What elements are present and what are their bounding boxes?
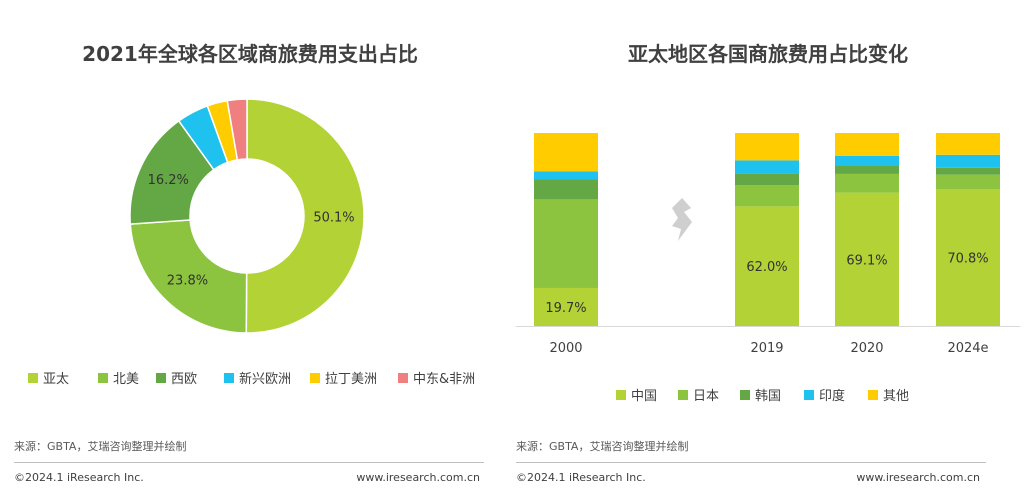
right-source-note: 来源：GBTA，艾瑞咨询整理并绘制	[516, 440, 689, 453]
bar-2024e-中国	[936, 189, 1000, 326]
left-chart-panel: 2021年全球各区域商旅费用支出占比 50.1% 23.8% 16.2% 亚太 北美 西欧…	[0, 0, 500, 493]
x-tick-label-0: 2000	[549, 341, 582, 356]
bar-chart-title: 亚太地区各国商旅费用占比变化	[628, 42, 908, 66]
pie-slice-label-2: 16.2%	[148, 173, 189, 188]
bar-2020-中国	[835, 192, 899, 326]
bar-2019-韩国	[735, 173, 799, 186]
bar-data-label-3: 70.8%	[947, 252, 988, 267]
bar-legend-label-2: 韩国	[755, 389, 781, 404]
bar-2024e-印度	[936, 154, 1000, 168]
bar-2000-其他	[534, 133, 598, 172]
pie-legend-label-2: 西欧	[171, 372, 197, 387]
pie-legend-swatch-5	[398, 373, 408, 383]
left-site-link[interactable]: www.iresearch.com.cn	[356, 471, 480, 484]
axis-break-icon	[672, 198, 692, 241]
bar-legend-swatch-3	[804, 390, 814, 400]
right-divider	[516, 462, 986, 463]
bar-2000-印度	[534, 171, 598, 180]
pie-legend-label-4: 拉丁美洲	[325, 372, 377, 387]
right-copyright: ©2024.1 iResearch Inc.	[516, 471, 646, 484]
bar-2024e-日本	[936, 174, 1000, 190]
left-copyright: ©2024.1 iResearch Inc.	[14, 471, 144, 484]
pie-chart-title: 2021年全球各区域商旅费用支出占比	[82, 42, 418, 66]
pie-legend-label-1: 北美	[113, 372, 139, 387]
bar-legend-label-0: 中国	[631, 389, 657, 404]
pie-legend-label-5: 中东&非洲	[413, 372, 475, 387]
bar-2019-其他	[735, 133, 799, 161]
pie-slice-label-1: 23.8%	[167, 273, 208, 288]
x-tick-label-2: 2020	[850, 341, 883, 356]
pie-legend-swatch-1	[98, 373, 108, 383]
stacked-bar-chart: 19.7% 2000 62.0% 2019 69.1% 2020 70.8% 2024e 中国 日…	[516, 133, 1020, 404]
bar-2000-中国	[534, 287, 598, 326]
left-source-note: 来源：GBTA，艾瑞咨询整理并绘制	[14, 440, 187, 453]
pie-slice-5	[226, 98, 248, 161]
bar-data-label-0: 19.7%	[545, 301, 586, 316]
donut-chart: 50.1% 23.8% 16.2% 亚太 北美 西欧 新兴欧洲 拉丁美洲 中东&非洲	[28, 98, 475, 387]
bar-legend-label-4: 其他	[883, 389, 909, 404]
bar-legend-label-3: 印度	[819, 388, 845, 404]
bar-data-label-1: 62.0%	[746, 260, 787, 275]
bar-legend-swatch-2	[740, 390, 750, 400]
bar-2019-印度	[735, 160, 799, 174]
bar-2000-日本	[534, 199, 598, 288]
bar-2020-其他	[835, 133, 899, 156]
bar-2024e-其他	[936, 133, 1000, 155]
bar-2019-中国	[735, 206, 799, 326]
bar-2000-韩国	[534, 179, 598, 200]
right-chart-panel: 亚太地区各国商旅费用占比变化 19.7% 2000 62.0% 2019 69.1% 20…	[512, 0, 1024, 493]
right-site-link[interactable]: www.iresearch.com.cn	[856, 471, 980, 484]
pie-legend-swatch-2	[156, 373, 166, 383]
bar-2019-日本	[735, 185, 799, 207]
x-tick-label-1: 2019	[750, 341, 783, 356]
bar-legend-label-1: 日本	[693, 389, 719, 404]
x-tick-label-3: 2024e	[947, 341, 988, 356]
bar-legend-swatch-4	[868, 390, 878, 400]
bar-2020-韩国	[835, 166, 899, 174]
pie-slice-0	[245, 98, 365, 334]
pie-legend-label-3: 新兴欧洲	[239, 371, 291, 387]
bar-2020-日本	[835, 173, 899, 193]
bar-2024e-韩国	[936, 167, 1000, 175]
bar-data-label-2: 69.1%	[846, 253, 887, 268]
pie-slice-1	[129, 219, 248, 334]
bar-legend-swatch-0	[616, 390, 626, 400]
pie-legend-label-0: 亚太	[43, 372, 69, 387]
pie-legend-swatch-4	[310, 373, 320, 383]
left-divider	[14, 462, 484, 463]
pie-legend-swatch-3	[224, 373, 234, 383]
bar-legend-swatch-1	[678, 390, 688, 400]
bar-2020-印度	[835, 155, 899, 167]
pie-legend-swatch-0	[28, 373, 38, 383]
pie-slice-label-0: 50.1%	[313, 210, 354, 225]
